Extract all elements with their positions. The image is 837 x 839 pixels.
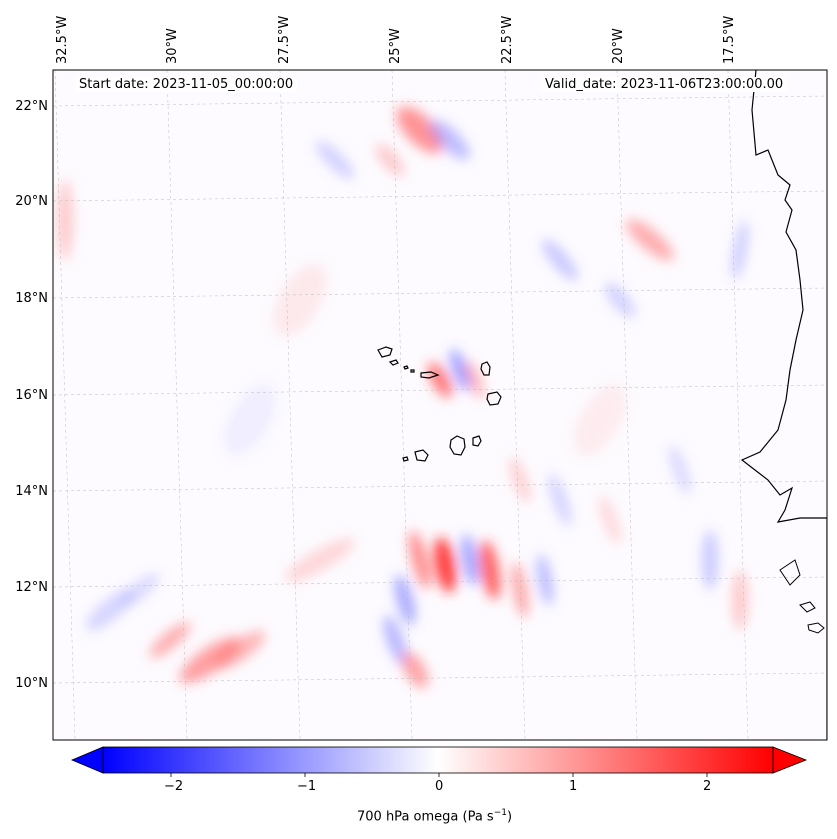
omega-blobs (57, 106, 748, 689)
colorbar-tick-label: 0 (435, 779, 444, 794)
omega-blob (509, 457, 531, 503)
lat-label: 22°N (15, 99, 48, 114)
omega-blob (401, 651, 429, 689)
lon-label: 17.5°W (722, 15, 737, 64)
omega-blob (732, 570, 748, 630)
omega-blob (732, 220, 748, 280)
omega-blob (598, 495, 622, 545)
colorbar-max-extend (772, 746, 808, 774)
colorbar-tick-label: −2 (164, 779, 184, 794)
colorbar (70, 746, 808, 777)
omega-blob (604, 282, 636, 318)
lat-label: 20°N (15, 194, 48, 209)
omega-field (53, 70, 827, 740)
lat-label: 12°N (15, 580, 48, 595)
meridian-line (391, 70, 413, 740)
omega-blob (375, 143, 405, 177)
omega-blob (702, 530, 718, 590)
omega-blob (214, 630, 266, 670)
colorbar-min-extend (70, 746, 104, 774)
omega-blob (383, 615, 407, 665)
colorbar-tick-label: 2 (703, 779, 712, 794)
lat-label: 10°N (15, 676, 48, 691)
colorbar-tick-label: 1 (569, 779, 578, 794)
omega-blob (542, 239, 578, 281)
meridian-line (616, 70, 638, 740)
omega-blob (668, 445, 692, 495)
cape-verde-islands (377, 346, 502, 462)
start-date-label: Start date: 2023-11-05_00:00:00 (75, 77, 298, 92)
omega-blob (460, 534, 480, 586)
omega-blob (536, 554, 554, 606)
omega-blob (394, 574, 416, 626)
omega-blob (626, 219, 674, 261)
omega-blob (315, 140, 355, 180)
lon-label: 32.5°W (55, 15, 70, 64)
omega-blob (223, 383, 277, 457)
meridian-line (166, 70, 188, 740)
lon-label: 30°W (165, 28, 180, 64)
map-frame (52, 69, 828, 741)
omega-blob (273, 263, 327, 337)
meridian-line (54, 70, 76, 740)
omega-blob (548, 473, 572, 527)
omega-blob (179, 637, 241, 683)
omega-blob (285, 538, 355, 582)
omega-blob (409, 530, 431, 590)
omega-blob (450, 349, 470, 391)
african-coastline (740, 70, 827, 740)
valid-date-label: Valid_date: 2023-11-06T23:00:00.00 (541, 77, 788, 92)
lon-label: 27.5°W (277, 15, 292, 64)
lon-label: 25°W (388, 28, 403, 64)
graticule (53, 70, 827, 740)
lon-label: 22.5°W (500, 15, 515, 64)
omega-blob (511, 562, 529, 618)
colorbar-tick-label: −1 (297, 779, 317, 794)
lat-label: 14°N (15, 484, 48, 499)
omega-blob (434, 537, 456, 593)
omega-blob (430, 120, 470, 160)
meridian-line (504, 70, 526, 740)
colorbar-label: 700 hPa omega (Pa s−1) (357, 808, 513, 825)
omega-blob (57, 180, 73, 260)
omega-blob (479, 540, 501, 600)
lat-label: 18°N (15, 291, 48, 306)
colorbar-bar (102, 746, 774, 774)
lon-label: 20°W (611, 28, 626, 64)
omega-blob (396, 106, 444, 154)
meridian-line (279, 70, 301, 740)
lat-label: 16°N (15, 388, 48, 403)
meridian-line (727, 70, 749, 740)
omega-blob (149, 622, 191, 658)
omega-blob (427, 362, 453, 398)
omega-blob (573, 383, 627, 457)
omega-blob (120, 573, 160, 607)
